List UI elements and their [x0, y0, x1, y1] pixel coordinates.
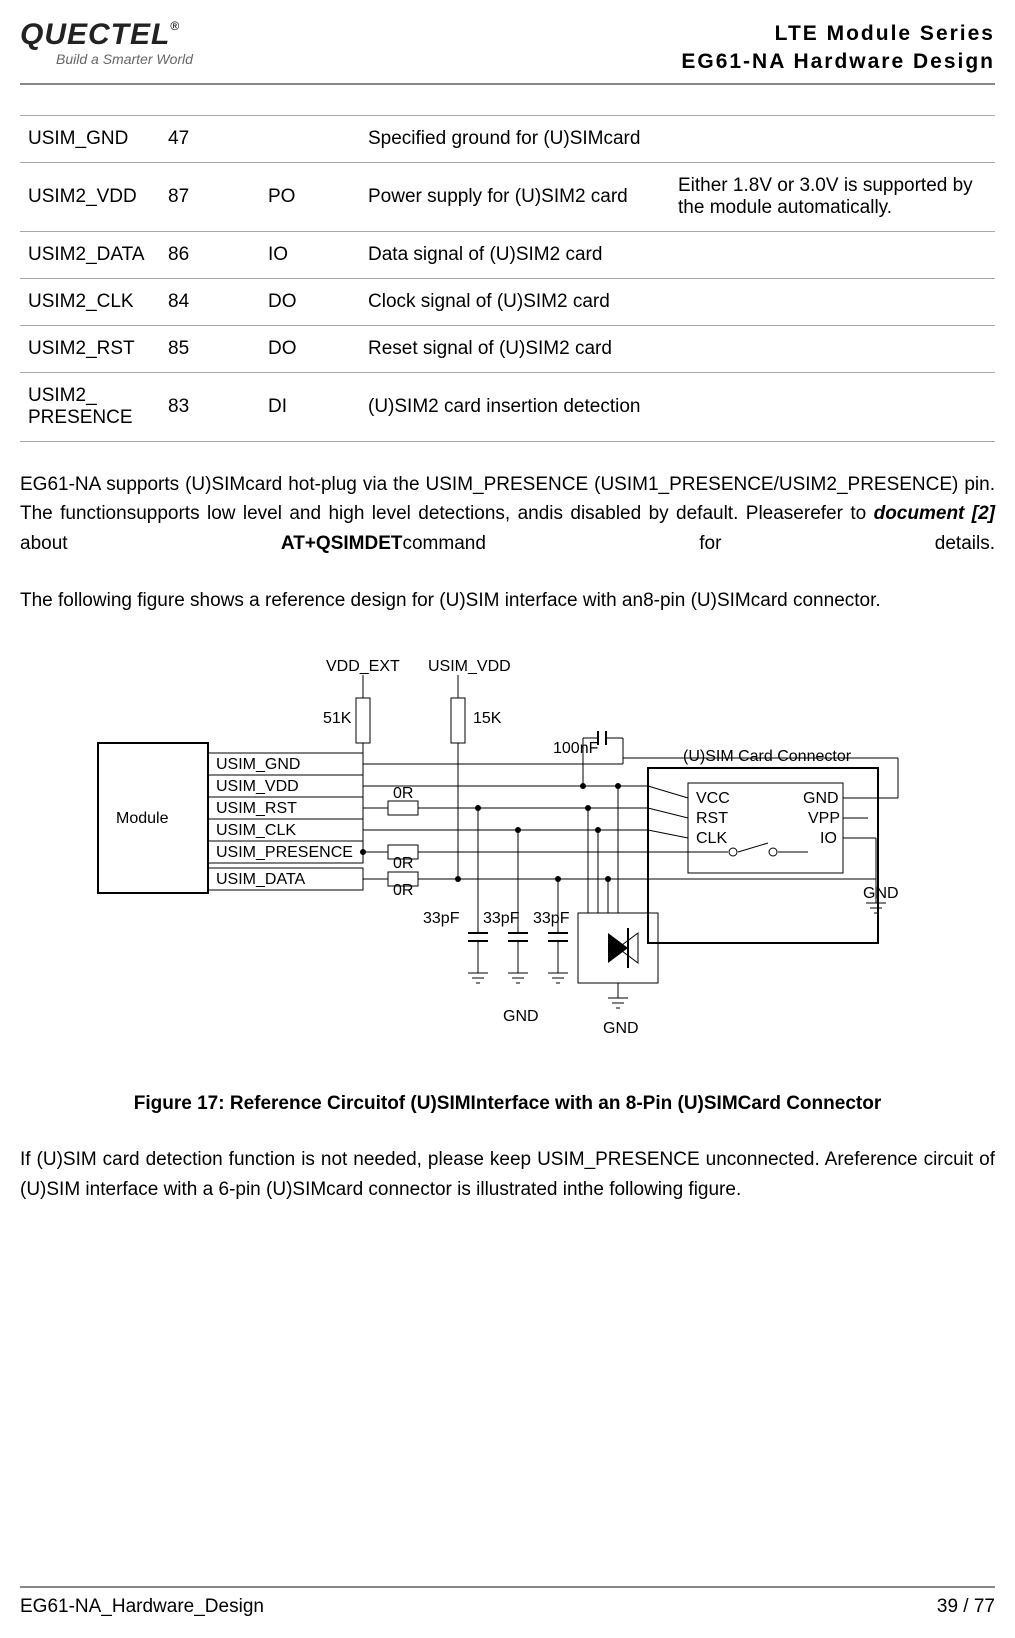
pin-desc: Power supply for (U)SIM2 card [360, 162, 670, 231]
pin-io [260, 115, 360, 162]
pin-note [670, 278, 995, 325]
svg-text:GND: GND [863, 885, 899, 902]
svg-text:0R: 0R [393, 882, 413, 899]
pin-num: 83 [160, 372, 260, 441]
logo-text: QUECTEL [20, 18, 170, 51]
svg-text:RST: RST [696, 810, 728, 827]
svg-text:33pF: 33pF [423, 910, 460, 927]
pin-io: PO [260, 162, 360, 231]
pin-desc: Specified ground for (U)SIMcard [360, 115, 670, 162]
pin-num: 85 [160, 325, 260, 372]
table-row: USIM2_ PRESENCE 83 DI (U)SIM2 card inser… [20, 372, 995, 441]
footer-rule [20, 1586, 995, 1588]
svg-text:CLK: CLK [696, 830, 727, 847]
pin-note [670, 372, 995, 441]
pin-note [670, 231, 995, 278]
page-footer: EG61-NA_Hardware_Design 39 / 77 [20, 1586, 995, 1618]
logo: QUECTEL® Build a Smarter World [20, 20, 193, 66]
svg-text:USIM_GND: USIM_GND [216, 756, 300, 773]
svg-text:0R: 0R [393, 785, 413, 802]
pin-desc: Clock signal of (U)SIM2 card [360, 278, 670, 325]
svg-text:USIM_PRESENCE: USIM_PRESENCE [216, 844, 353, 861]
pin-note [670, 325, 995, 372]
svg-text:USIM_CLK: USIM_CLK [216, 822, 296, 839]
svg-text:VPP: VPP [808, 810, 840, 827]
doc-title: LTE Module Series EG61-NA Hardware Desig… [681, 20, 995, 77]
pin-name: USIM2_ PRESENCE [20, 372, 160, 441]
header-rule [20, 83, 995, 85]
pin-io: IO [260, 231, 360, 278]
svg-text:GND: GND [603, 1020, 639, 1037]
pin-name: USIM_GND [20, 115, 160, 162]
page-header: QUECTEL® Build a Smarter World LTE Modul… [20, 20, 995, 77]
footer-doc: EG61-NA_Hardware_Design [20, 1596, 264, 1618]
paragraph: If (U)SIM card detection function is not… [20, 1145, 995, 1204]
pin-name: USIM2_DATA [20, 231, 160, 278]
svg-text:51K: 51K [323, 710, 352, 727]
doc-name: EG61-NA Hardware Design [681, 48, 995, 76]
pin-note [670, 115, 995, 162]
pin-num: 84 [160, 278, 260, 325]
pin-note: Either 1.8V or 3.0V is supported by the … [670, 162, 995, 231]
pin-name: USIM2_RST [20, 325, 160, 372]
pin-num: 87 [160, 162, 260, 231]
svg-text:GND: GND [503, 1008, 539, 1025]
svg-text:15K: 15K [473, 710, 502, 727]
svg-text:(U)SIM Card Connector: (U)SIM Card Connector [683, 748, 852, 765]
svg-text:33pF: 33pF [533, 910, 570, 927]
pin-name: USIM2_VDD [20, 162, 160, 231]
pin-io: DO [260, 325, 360, 372]
svg-text:USIM_VDD: USIM_VDD [428, 658, 511, 675]
circuit-diagram: Module USIM_GND USIM_VDD USIM_RST USIM_C… [88, 643, 928, 1063]
table-row: USIM2_DATA 86 IO Data signal of (U)SIM2 … [20, 231, 995, 278]
table-row: USIM2_RST 85 DO Reset signal of (U)SIM2 … [20, 325, 995, 372]
pin-desc: (U)SIM2 card insertion detection [360, 372, 670, 441]
svg-text:33pF: 33pF [483, 910, 520, 927]
svg-text:100nF: 100nF [553, 740, 599, 757]
svg-text:IO: IO [820, 830, 837, 847]
svg-text:GND: GND [803, 790, 839, 807]
paragraph: EG61-NA supports (U)SIMcard hot-plug via… [20, 470, 995, 558]
table-row: USIM2_CLK 84 DO Clock signal of (U)SIM2 … [20, 278, 995, 325]
module-label: Module [116, 810, 169, 827]
pin-num: 47 [160, 115, 260, 162]
svg-text:VDD_EXT: VDD_EXT [326, 658, 400, 675]
pin-desc: Reset signal of (U)SIM2 card [360, 325, 670, 372]
pin-io: DI [260, 372, 360, 441]
svg-text:0R: 0R [393, 855, 413, 872]
table-row: USIM2_VDD 87 PO Power supply for (U)SIM2… [20, 162, 995, 231]
pin-name: USIM2_CLK [20, 278, 160, 325]
pin-desc: Data signal of (U)SIM2 card [360, 231, 670, 278]
pin-io: DO [260, 278, 360, 325]
logo-reg: ® [170, 19, 179, 33]
paragraph: The following figure shows a reference d… [20, 586, 995, 615]
figure-caption: Figure 17: Reference Circuitof (U)SIMInt… [20, 1093, 995, 1115]
svg-text:USIM_RST: USIM_RST [216, 800, 297, 817]
svg-text:USIM_DATA: USIM_DATA [216, 871, 306, 888]
logo-tagline: Build a Smarter World [56, 52, 193, 66]
pin-num: 86 [160, 231, 260, 278]
table-row: USIM_GND 47 Specified ground for (U)SIMc… [20, 115, 995, 162]
doc-series: LTE Module Series [681, 20, 995, 48]
svg-text:USIM_VDD: USIM_VDD [216, 778, 299, 795]
footer-page: 39 / 77 [937, 1596, 995, 1618]
svg-text:VCC: VCC [696, 790, 730, 807]
pin-table: USIM_GND 47 Specified ground for (U)SIMc… [20, 115, 995, 442]
